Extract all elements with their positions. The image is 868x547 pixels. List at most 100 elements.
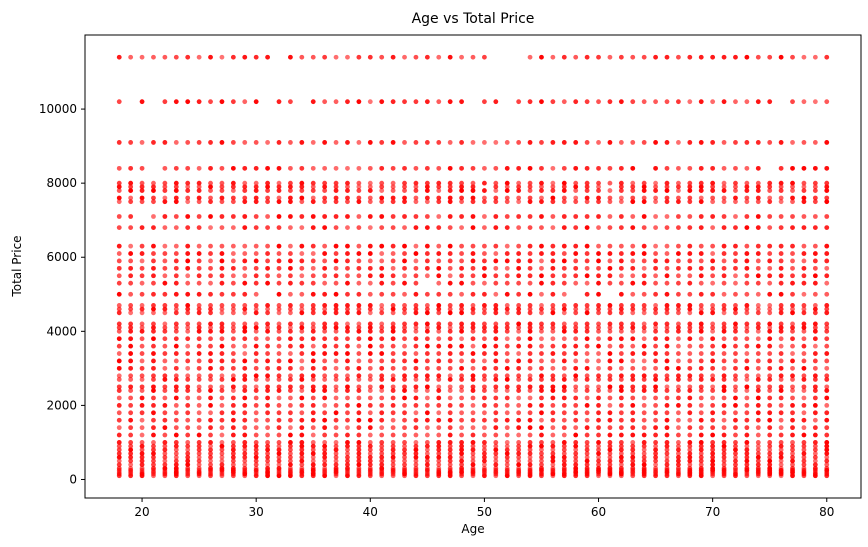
scatter-point (767, 358, 773, 364)
scatter-point (493, 425, 499, 431)
scatter-point (322, 451, 328, 456)
scatter-point (790, 195, 795, 201)
scatter-point (413, 451, 419, 456)
scatter-point (733, 273, 738, 279)
scatter-point (755, 443, 761, 449)
scatter-point (733, 451, 738, 456)
scatter-point (641, 443, 647, 449)
scatter-point (504, 395, 510, 401)
scatter-point (607, 351, 613, 356)
scatter-point (173, 291, 179, 297)
scatter-point (459, 165, 464, 171)
scatter-point (824, 225, 830, 231)
scatter-point (516, 243, 522, 249)
scatter-point (116, 251, 122, 256)
scatter-point (641, 306, 647, 312)
scatter-point (447, 425, 453, 431)
scatter-point (539, 395, 544, 401)
scatter-point (676, 280, 681, 286)
scatter-point (641, 373, 647, 379)
scatter-point (367, 358, 373, 364)
scatter-point (733, 302, 738, 308)
scatter-point (778, 343, 784, 349)
scatter-point (253, 458, 259, 464)
scatter-point (527, 462, 533, 468)
scatter-point (208, 306, 213, 312)
scatter-point (812, 451, 818, 456)
scatter-point (755, 377, 761, 382)
scatter-point (253, 358, 259, 364)
scatter-point (812, 458, 818, 464)
scatter-point (812, 384, 818, 390)
scatter-point (687, 321, 693, 327)
scatter-point (379, 140, 385, 145)
scatter-point (162, 373, 168, 379)
scatter-point (367, 432, 373, 438)
scatter-point (561, 373, 567, 379)
scatter-point (698, 195, 704, 201)
scatter-point (322, 325, 328, 331)
scatter-point (356, 258, 362, 264)
scatter-point (824, 258, 830, 264)
scatter-point (824, 180, 830, 186)
scatter-point (345, 99, 350, 105)
scatter-point (116, 310, 122, 316)
scatter-point (607, 432, 613, 438)
scatter-point (653, 395, 658, 401)
scatter-point (482, 410, 487, 416)
scatter-point (790, 165, 795, 171)
scatter-point (801, 325, 807, 331)
scatter-point (801, 291, 807, 297)
scatter-point (424, 243, 430, 249)
scatter-point (664, 384, 670, 390)
scatter-point (470, 440, 476, 445)
scatter-point (310, 358, 316, 364)
scatter-point (219, 195, 225, 201)
scatter-point (116, 410, 122, 416)
scatter-point (721, 273, 727, 279)
scatter-point (755, 447, 761, 453)
scatter-point (778, 358, 784, 364)
scatter-point (504, 458, 510, 464)
scatter-point (276, 336, 282, 342)
scatter-point (527, 447, 533, 453)
scatter-point (128, 291, 134, 297)
scatter-point (424, 165, 430, 171)
scatter-point (824, 306, 830, 312)
scatter-point (116, 328, 122, 334)
scatter-point (539, 184, 544, 190)
scatter-point (379, 225, 385, 231)
scatter-point (710, 458, 716, 464)
scatter-point (504, 440, 510, 445)
scatter-point (447, 440, 453, 445)
scatter-point (504, 165, 510, 171)
scatter-point (288, 388, 293, 393)
scatter-point (402, 454, 407, 460)
scatter-point (676, 443, 681, 449)
scatter-point (733, 358, 738, 364)
scatter-point (653, 140, 658, 145)
scatter-point (824, 273, 830, 279)
scatter-point (219, 280, 225, 286)
scatter-point (310, 403, 316, 408)
scatter-point (390, 180, 396, 186)
scatter-point (139, 443, 145, 449)
scatter-point (242, 343, 248, 349)
scatter-point (664, 358, 670, 364)
scatter-point (676, 417, 681, 423)
scatter-point (470, 388, 476, 393)
scatter-point (573, 432, 579, 438)
scatter-point (516, 180, 522, 186)
scatter-point (230, 306, 236, 312)
scatter-point (755, 365, 761, 371)
scatter-point (333, 195, 339, 201)
scatter-point (390, 99, 396, 105)
scatter-point (299, 140, 305, 145)
scatter-point (128, 243, 134, 249)
scatter-point (698, 425, 704, 431)
scatter-point (607, 321, 613, 327)
scatter-point (413, 358, 419, 364)
scatter-point (196, 328, 202, 334)
scatter-point (539, 358, 544, 364)
scatter-point (527, 310, 533, 316)
